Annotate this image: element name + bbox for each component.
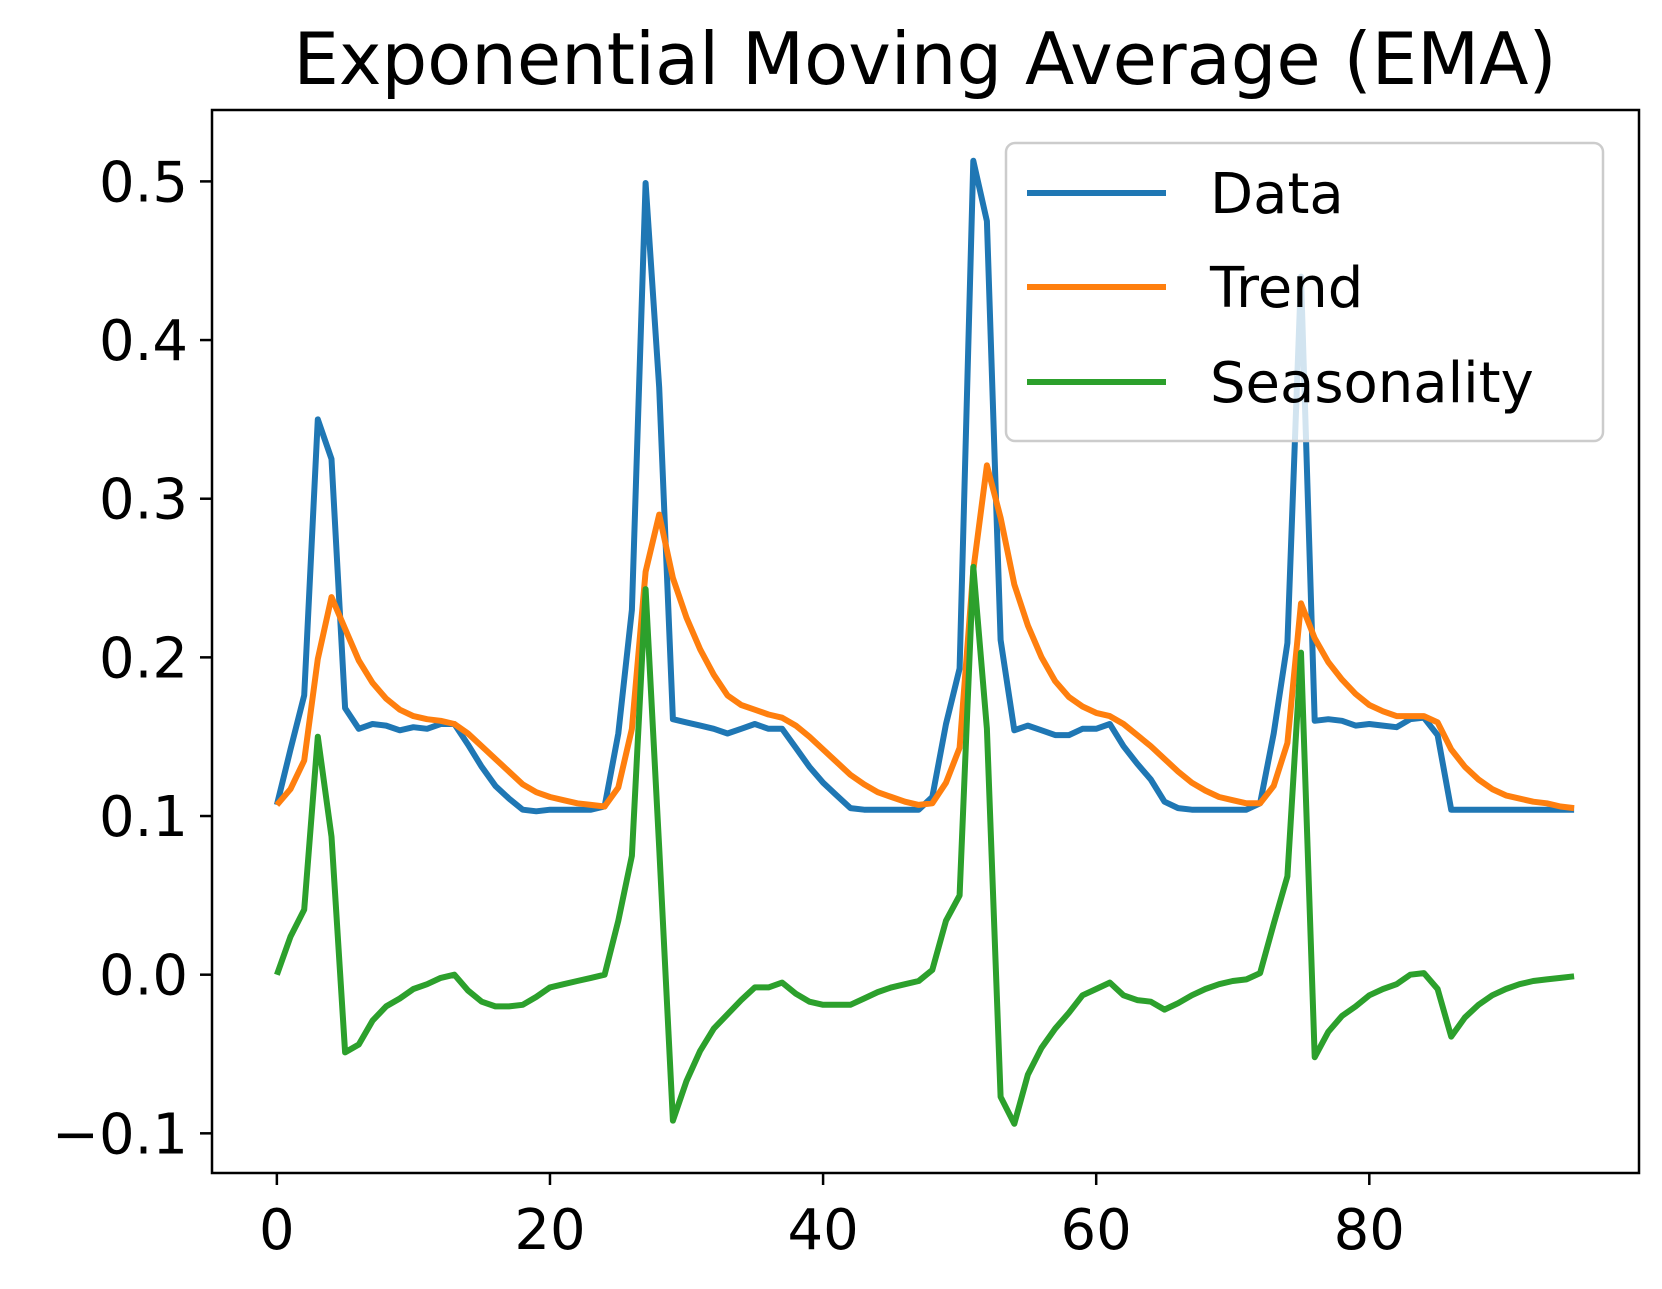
y-tick-label: 0.5 [99,150,188,215]
legend-label-trend: Trend [1209,256,1363,321]
plot-frame [210,108,1641,1175]
x-axis: 0 20 40 60 80 [259,1173,1405,1263]
x-tick-label: 20 [514,1198,585,1263]
chart-title: Exponential Moving Average (EMA) [293,17,1556,101]
x-tick-label: 40 [787,1198,858,1263]
legend-label-data: Data [1210,162,1344,227]
series-line-seasonality [274,563,1575,1127]
legend: Data Trend Seasonality [1004,141,1605,443]
x-tick-label: 80 [1334,1198,1405,1263]
legend-label-seasonality: Seasonality [1210,351,1534,416]
y-axis: −0.1 0.0 0.1 0.2 0.3 0.4 0.5 [52,150,212,1167]
y-tick-label: 0.3 [99,468,188,533]
x-tick-label: 60 [1061,1198,1132,1263]
y-tick-label: 0.4 [99,309,188,374]
y-tick-label: 0.0 [99,944,188,1009]
y-tick-label: −0.1 [52,1102,188,1167]
x-tick-label: 0 [259,1198,295,1263]
y-tick-label: 0.1 [99,785,188,850]
legend-frame [1004,141,1605,443]
series-line-trend [274,462,1575,812]
series-layer [273,157,1575,1127]
y-tick-label: 0.2 [99,626,188,691]
